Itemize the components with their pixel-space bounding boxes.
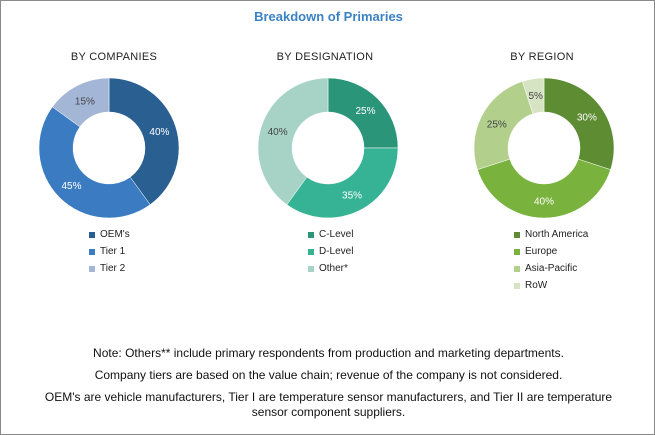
legend-label: North America [525,229,589,240]
legend-label: Other* [319,263,348,274]
chart-title-companies: BY COMPANIES [70,51,158,63]
legend-item-asia-pacific: Asia-Pacific [514,260,588,277]
slice-europe [477,158,611,219]
legend-swatch [514,282,520,289]
legend-item-row: RoW [514,277,588,294]
legend-companies: OEM's Tier 1 Tier 2 [89,226,130,277]
page-title: Breakdown of Primaries [254,9,403,24]
slice-label-europe: 40% [534,197,554,208]
legend-region: North America Europe Asia-Pacific RoW [514,226,588,294]
legend-label: RoW [525,280,548,291]
legend-swatch [89,248,95,255]
slice-label-row: 5% [528,91,543,102]
legend-item-europe: Europe [514,243,588,260]
chart-title-region: BY REGION [510,51,574,63]
slice-label-north-america: 30% [577,112,597,123]
legend-label: Europe [525,246,558,257]
legend-swatch [308,231,314,238]
legend-item-d-level: D-Level [308,243,353,260]
slice-label-asia-pacific: 25% [487,119,507,130]
legend-item-north-america: North America [514,226,588,243]
slice-label-tier-2: 15% [75,96,95,107]
legend-designation: C-Level D-Level Other* [308,226,353,277]
notes: Note: Others** include primary responden… [1,346,655,427]
legend-item-other: Other* [308,260,353,277]
legend-item-c-level: C-Level [308,226,353,243]
note-company-tiers: Company tiers are based on the value cha… [94,368,563,382]
slice-north-america [543,77,615,170]
slice-other [257,77,329,205]
legend-swatch [308,248,314,255]
legend-swatch [89,265,95,272]
legend-item-oem-s: OEM's [89,226,130,243]
slice-tier-2 [52,77,110,128]
slice-tier-1 [38,106,151,219]
slice-label-c-level: 25% [355,106,375,117]
slice-label-d-level: 35% [342,191,362,202]
slice-label-tier-1: 45% [62,181,82,192]
slice-row [522,77,545,115]
donut-chart-companies: 40% 45% 15% [38,77,180,219]
note-others: Note: Others** include primary responden… [93,346,564,360]
slice-d-level [286,147,399,219]
slice-label-oem-s: 40% [149,127,169,138]
legend-swatch [89,231,95,238]
legend-label: D-Level [319,246,354,257]
slice-oem-s [108,77,180,205]
legend-swatch [514,231,520,238]
legend-swatch [308,265,314,272]
legend-swatch [514,248,520,255]
donut-chart-region: 30% 40% 25% 5% [473,77,615,219]
chart-title-designation: BY DESIGNATION [276,51,374,63]
legend-swatch [514,265,520,272]
legend-item-tier-1: Tier 1 [89,243,130,260]
slice-label-other: 40% [268,127,288,138]
legend-item-tier-2: Tier 2 [89,260,130,277]
legend-label: Tier 1 [100,246,126,257]
legend-label: C-Level [319,229,354,240]
note-definitions: OEM's are vehicle manufacturers, Tier I … [44,390,613,419]
legend-label: Tier 2 [100,263,126,274]
legend-label: Asia-Pacific [525,263,578,274]
donut-chart-designation: 25% 35% 40% [257,77,399,219]
legend-label: OEM's [100,229,130,240]
